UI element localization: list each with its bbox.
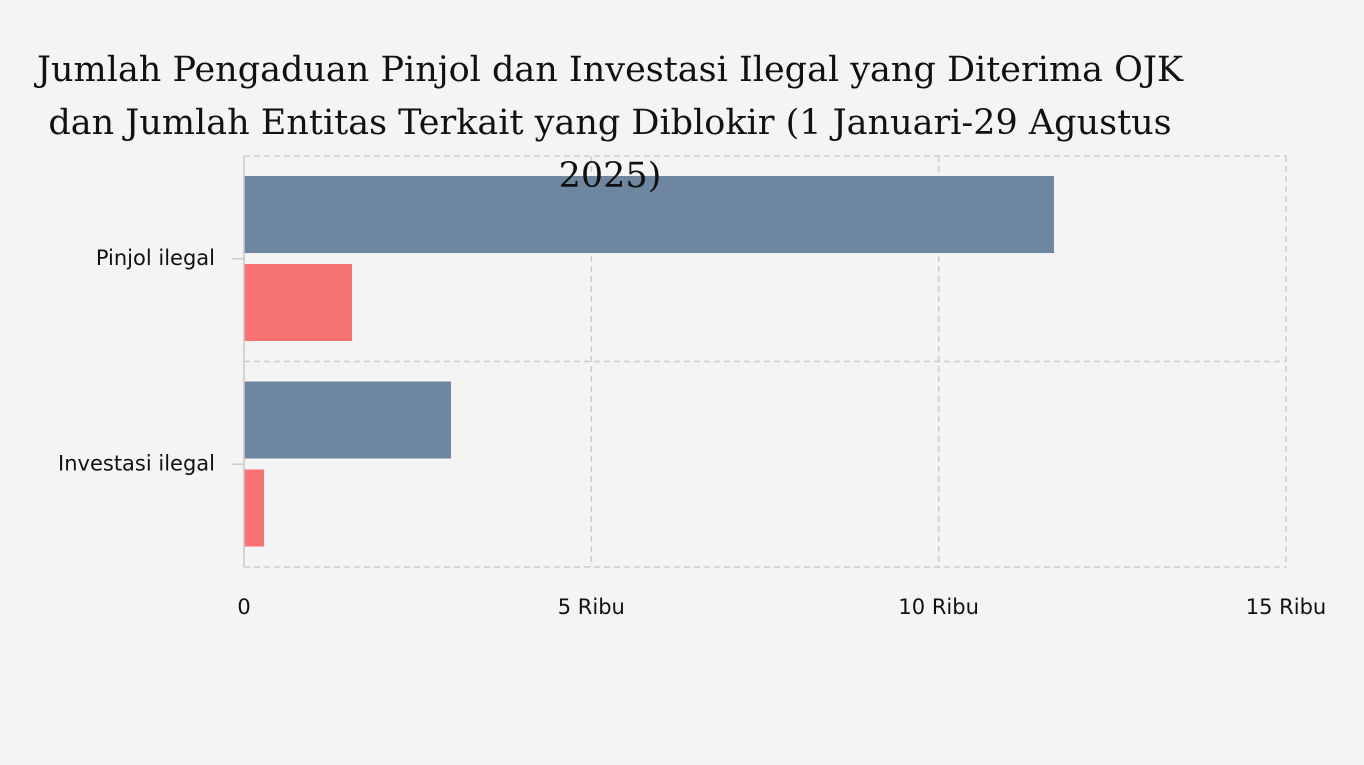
bar [244,381,452,459]
y-tick-label: Pinjol ilegal [96,246,215,270]
bar [244,176,1054,253]
y-tick-label: Investasi ilegal [58,451,215,475]
x-tick-label: 10 Ribu [898,595,978,619]
x-tick-label: 0 [237,595,250,619]
x-tick-label: 5 Ribu [558,595,625,619]
bar [244,264,353,341]
chart-title: Jumlah Pengaduan Pinjol dan Investasi Il… [36,50,1183,196]
bar [244,469,265,547]
x-tick-label: 15 Ribu [1246,595,1326,619]
